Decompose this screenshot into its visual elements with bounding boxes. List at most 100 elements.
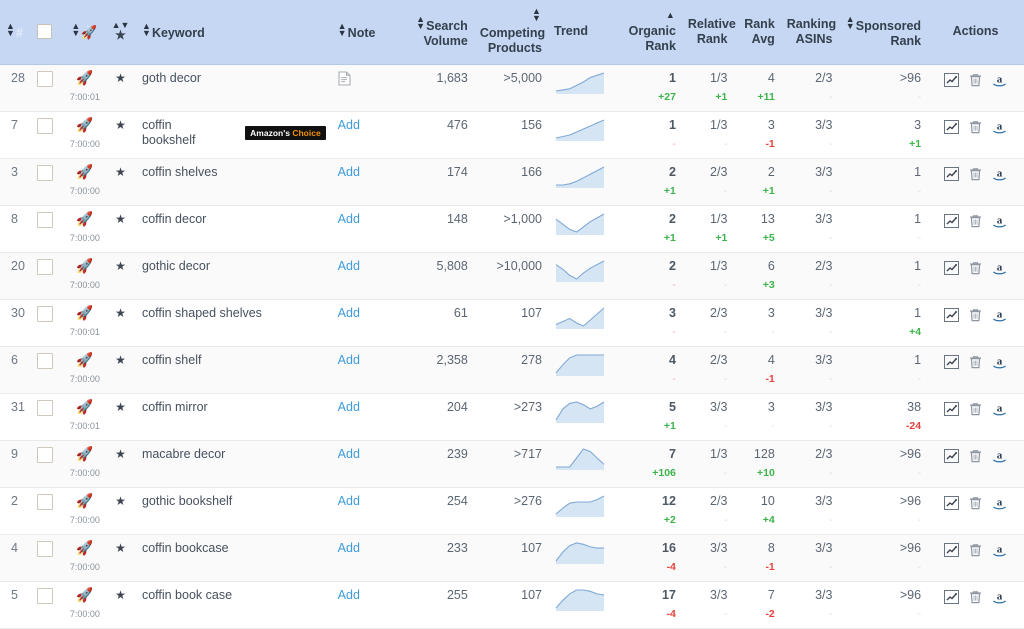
- keyword-cell[interactable]: coffin shaped shelves: [135, 299, 332, 347]
- view-chart-button[interactable]: [944, 214, 960, 228]
- actions-cell[interactable]: a: [927, 252, 1024, 300]
- rocket-icon[interactable]: 🚀: [75, 351, 94, 369]
- boost-cell[interactable]: 🚀 7:00:00: [63, 534, 106, 582]
- open-amazon-button[interactable]: a: [992, 543, 1007, 557]
- note-cell[interactable]: Add: [331, 440, 406, 488]
- keyword-cell[interactable]: coffin shelves: [135, 158, 332, 206]
- boost-cell[interactable]: 🚀 7:00:00: [63, 487, 106, 535]
- keyword-cell[interactable]: coffin decor: [135, 205, 332, 253]
- view-chart-button[interactable]: [944, 167, 960, 181]
- rocket-icon[interactable]: 🚀: [75, 69, 94, 87]
- sort-icon[interactable]: ▲▼: [71, 21, 81, 38]
- row-checkbox[interactable]: [36, 259, 53, 275]
- row-checkbox[interactable]: [36, 541, 53, 557]
- rocket-icon[interactable]: 🚀: [75, 210, 94, 228]
- note-cell[interactable]: Add: [331, 487, 406, 535]
- boost-cell[interactable]: 🚀 7:00:00: [63, 205, 106, 253]
- rocket-icon[interactable]: 🚀: [75, 492, 94, 510]
- keyword-cell[interactable]: coffin mirror: [135, 393, 332, 441]
- add-note-link[interactable]: Add: [337, 541, 360, 555]
- favorite-cell[interactable]: ★: [105, 111, 136, 159]
- table-row[interactable]: 28 🚀 7:00:01 ★ goth decor 1,683 >5,000 1 +27 1/3 +…: [0, 64, 1024, 112]
- row-checkbox[interactable]: [36, 400, 53, 416]
- add-note-link[interactable]: Add: [337, 400, 360, 414]
- th-note[interactable]: ▲ ▼ Note: [331, 0, 406, 65]
- table-row[interactable]: 9 🚀 7:00:00 ★ macabre decor Add 239 >717 7 +106 1/…: [0, 440, 1024, 488]
- note-cell[interactable]: Add: [331, 252, 406, 300]
- boost-cell[interactable]: 🚀 7:00:00: [63, 440, 106, 488]
- sort-icon[interactable]: ▲▼: [6, 21, 15, 38]
- boost-cell[interactable]: 🚀 7:00:01: [63, 299, 106, 347]
- favorite-cell[interactable]: ★: [105, 581, 136, 629]
- add-note-link[interactable]: Add: [337, 494, 360, 508]
- rocket-icon[interactable]: 🚀: [75, 304, 94, 322]
- open-amazon-button[interactable]: a: [992, 120, 1007, 134]
- table-row[interactable]: 7 🚀 7:00:00 ★ coffin bookshelf Amazon's Choic…: [0, 111, 1024, 159]
- star-icon[interactable]: ★: [115, 259, 126, 273]
- keyword-cell[interactable]: goth decor: [135, 64, 332, 112]
- star-icon[interactable]: ★: [115, 447, 126, 461]
- note-cell[interactable]: Add: [331, 111, 406, 159]
- view-chart-button[interactable]: [944, 73, 960, 87]
- th-search-volume[interactable]: ▲ ▼ Search Volume: [405, 0, 474, 65]
- actions-cell[interactable]: a: [927, 205, 1024, 253]
- actions-cell[interactable]: a: [927, 440, 1024, 488]
- keyword-cell[interactable]: coffin bookcase: [135, 534, 332, 582]
- favorite-cell[interactable]: ★: [105, 534, 136, 582]
- sort-icon[interactable]: ▲▼: [416, 13, 426, 31]
- add-note-link[interactable]: Add: [337, 212, 360, 226]
- note-cell[interactable]: Add: [331, 393, 406, 441]
- favorite-cell[interactable]: ★: [105, 393, 136, 441]
- star-icon[interactable]: ★: [115, 212, 126, 226]
- th-select-all[interactable]: [30, 0, 64, 65]
- view-chart-button[interactable]: [944, 496, 960, 510]
- rocket-icon[interactable]: 🚀: [75, 398, 94, 416]
- star-icon[interactable]: ★: [115, 165, 126, 179]
- star-icon[interactable]: ★: [115, 588, 126, 602]
- favorite-cell[interactable]: ★: [105, 440, 136, 488]
- select-all-checkbox[interactable]: [36, 24, 52, 40]
- star-icon[interactable]: ★: [115, 306, 126, 320]
- add-note-link[interactable]: Add: [337, 353, 360, 367]
- keyword-cell[interactable]: coffin shelf: [135, 346, 332, 394]
- table-row[interactable]: 4 🚀 7:00:00 ★ coffin bookcase Add 233 107 16 -4 3/…: [0, 534, 1024, 582]
- delete-keyword-button[interactable]: [969, 355, 982, 369]
- table-row[interactable]: 6 🚀 7:00:00 ★ coffin shelf Add 2,358 278 4-2/3-4…: [0, 346, 1024, 394]
- star-icon[interactable]: ★: [115, 118, 126, 132]
- actions-cell[interactable]: a: [927, 487, 1024, 535]
- row-checkbox[interactable]: [36, 353, 53, 369]
- actions-cell[interactable]: a: [927, 534, 1024, 582]
- add-note-link[interactable]: Add: [337, 118, 360, 132]
- favorite-cell[interactable]: ★: [105, 205, 136, 253]
- row-select-cell[interactable]: [30, 111, 64, 159]
- actions-cell[interactable]: a: [927, 111, 1024, 159]
- row-select-cell[interactable]: [30, 393, 64, 441]
- keyword-cell[interactable]: gothic decor: [135, 252, 332, 300]
- star-icon[interactable]: ★: [115, 71, 126, 85]
- delete-keyword-button[interactable]: [969, 449, 982, 463]
- keyword-cell[interactable]: macabre decor: [135, 440, 332, 488]
- open-amazon-button[interactable]: a: [992, 496, 1007, 510]
- favorite-cell[interactable]: ★: [105, 487, 136, 535]
- add-note-link[interactable]: Add: [337, 165, 360, 179]
- view-chart-button[interactable]: [944, 261, 960, 275]
- open-amazon-button[interactable]: a: [992, 214, 1007, 228]
- favorite-cell[interactable]: ★: [105, 346, 136, 394]
- open-amazon-button[interactable]: a: [992, 261, 1007, 275]
- note-cell[interactable]: Add: [331, 534, 406, 582]
- row-select-cell[interactable]: [30, 299, 64, 347]
- th-star[interactable]: ▲▼ ★: [105, 0, 136, 65]
- row-checkbox[interactable]: [36, 588, 53, 604]
- table-row[interactable]: 5 🚀 7:00:00 ★ coffin book case Add 255 107 17 -4 3…: [0, 581, 1024, 629]
- rocket-icon[interactable]: 🚀: [75, 257, 94, 275]
- add-note-link[interactable]: Add: [337, 588, 360, 602]
- delete-keyword-button[interactable]: [969, 261, 982, 275]
- table-row[interactable]: 2 🚀 7:00:00 ★ gothic bookshelf Add 254 >276 12 +2…: [0, 487, 1024, 535]
- delete-keyword-button[interactable]: [969, 73, 982, 87]
- star-icon[interactable]: ★: [115, 353, 126, 367]
- sort-icon[interactable]: ▲▼: [845, 13, 855, 31]
- row-select-cell[interactable]: [30, 487, 64, 535]
- add-note-link[interactable]: Add: [337, 447, 360, 461]
- row-checkbox[interactable]: [36, 212, 53, 228]
- row-select-cell[interactable]: [30, 64, 64, 112]
